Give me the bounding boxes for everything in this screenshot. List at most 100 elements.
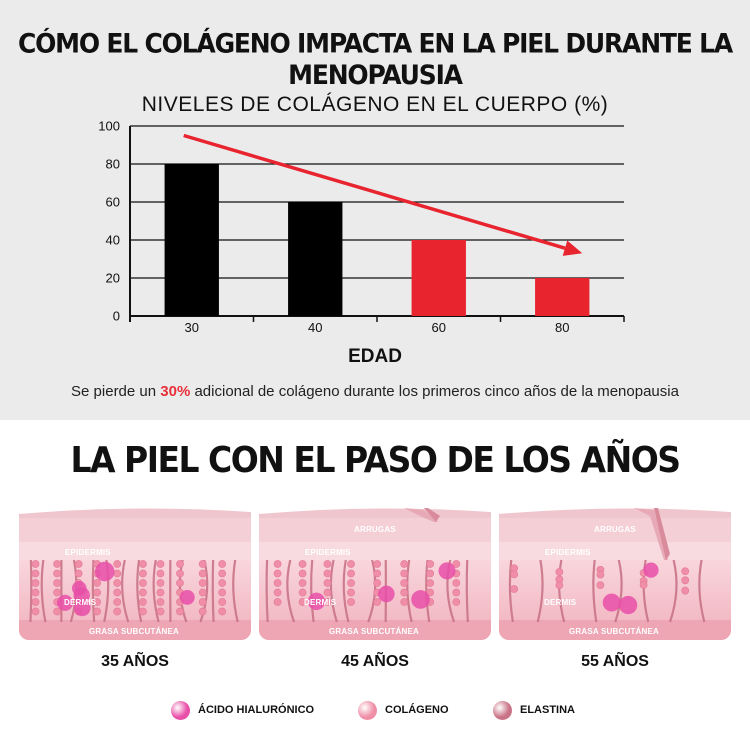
- trend-arrow-head: [562, 240, 583, 256]
- hyaluronic-bubble: [411, 590, 430, 609]
- collagen-dot: [373, 598, 382, 606]
- fat-layer: [499, 620, 731, 640]
- collagen-dot: [323, 560, 332, 568]
- note-text-after: adicional de colágeno durante los primer…: [190, 383, 679, 400]
- legend-label: ÁCIDO HIALURÓNICO: [198, 704, 315, 716]
- skin-panel-55: ARRUGAS EPIDERMIS DERMIS GRASA SUBCUTÁNE…: [499, 500, 731, 640]
- note-text-before: Se pierde un: [71, 383, 161, 400]
- collagen-dot: [74, 560, 83, 568]
- collagen-dot: [373, 569, 382, 578]
- x-tick-label: 60: [432, 320, 446, 335]
- collagen-dot: [198, 579, 207, 587]
- x-axis-label: EDAD: [348, 346, 402, 367]
- dermis-label: DERMIS: [304, 598, 337, 607]
- collagen-dot: [596, 570, 605, 579]
- x-tick-label: 80: [555, 320, 569, 335]
- fat-layer: [19, 620, 251, 640]
- collagen-dot: [347, 588, 355, 597]
- collagen-dot: [113, 607, 122, 616]
- elastin-fiber: [329, 559, 338, 623]
- collagen-dot-icon: [358, 700, 377, 720]
- collagen-dot: [347, 579, 355, 587]
- collagen-dot: [510, 570, 519, 579]
- skin-illustration-55: [499, 500, 731, 640]
- elastin-fiber: [40, 559, 47, 623]
- collagen-dot: [596, 581, 605, 590]
- epidermis-label: EPIDERMIS: [65, 548, 111, 557]
- collagen-dot: [298, 569, 307, 578]
- trend-arrow-line: [183, 133, 566, 250]
- collagen-dot: [53, 588, 62, 597]
- collagen-dot: [400, 598, 409, 606]
- collagen-dot: [323, 569, 332, 578]
- elastin-fiber: [614, 559, 623, 623]
- collagen-dot: [198, 607, 207, 616]
- skin-panel-35: EPIDERMIS DERMIS GRASA SUBCUTÁNEA: [19, 500, 251, 640]
- epidermis-label: EPIDERMIS: [305, 548, 351, 557]
- epidermis-layer: [259, 542, 491, 560]
- collagen-dot: [298, 579, 307, 587]
- collagen-dot: [639, 581, 648, 589]
- collagen-dot: [139, 579, 147, 587]
- skin-illustration-35: [19, 500, 251, 640]
- dermis-label: DERMIS: [64, 598, 97, 607]
- collagen-dot: [298, 560, 307, 568]
- collagen-dot: [323, 579, 332, 587]
- collagen-dot: [218, 569, 227, 578]
- collagen-dot: [298, 598, 307, 606]
- collagen-dot: [373, 579, 382, 587]
- chart-title: NIVELES DE COLÁGENO EN EL CUERPO (%): [141, 93, 609, 116]
- stratum-layer: [259, 518, 491, 542]
- collagen-dot: [347, 560, 355, 568]
- collagen-dot: [139, 560, 147, 568]
- wrinkle-fold: [634, 508, 668, 560]
- elastin-fiber: [536, 559, 544, 623]
- elastin-fiber: [121, 559, 130, 623]
- collagen-loss-note: Se pierde un 30% adicional de colágeno d…: [0, 383, 750, 400]
- collagen-dot: [31, 579, 40, 587]
- y-tick-label: 0: [113, 309, 120, 324]
- collagen-dot: [156, 579, 165, 587]
- collagen-dot: [218, 598, 227, 606]
- collagen-dot: [156, 560, 165, 568]
- age-label-55: 55 AÑOS: [581, 653, 649, 670]
- collagen-dot: [452, 598, 461, 606]
- collagen-dot: [156, 588, 165, 597]
- x-tick-label: 30: [185, 320, 199, 335]
- elastin-fiber: [465, 559, 469, 623]
- collagen-dot: [273, 569, 282, 578]
- collagen-dot: [176, 560, 184, 568]
- collagen-dot: [176, 569, 184, 578]
- collagen-dot: [218, 560, 227, 568]
- collagen-dot: [176, 579, 184, 587]
- collagen-dot: [31, 588, 40, 597]
- legend-label: COLÁGENO: [385, 704, 449, 716]
- fat-label: GRASA SUBCUTÁNEA: [569, 627, 660, 636]
- collagen-dot: [31, 598, 40, 606]
- collagen-dot: [198, 569, 207, 578]
- hyaluronic-bubble: [378, 585, 395, 603]
- collagen-dot: [53, 569, 62, 578]
- collagen-dot: [53, 579, 62, 587]
- collagen-dot: [31, 560, 40, 568]
- collagen-dot: [156, 598, 165, 606]
- collagen-dot: [74, 569, 83, 578]
- collagen-dot: [273, 560, 282, 568]
- fat-label: GRASA SUBCUTÁNEA: [89, 627, 180, 636]
- section-title: LA PIEL CON EL PASO DE LOS AÑOS: [70, 438, 681, 481]
- elastin-fiber: [265, 559, 269, 623]
- collagen-dot: [452, 588, 461, 597]
- collagen-dot: [113, 579, 122, 587]
- epidermis-layer: [499, 542, 731, 560]
- collagen-dot: [426, 560, 435, 568]
- elastin-fiber: [668, 559, 678, 623]
- collagen-dot: [273, 598, 282, 606]
- collagen-dot: [218, 588, 227, 597]
- wrinkle-fold: [404, 508, 438, 522]
- elastin-fiber: [136, 559, 143, 623]
- collagen-dot: [298, 588, 307, 597]
- bar: [288, 202, 343, 316]
- wrinkles-label: ARRUGAS: [354, 525, 396, 534]
- collagen-dot: [93, 598, 101, 606]
- x-tick-label: 40: [308, 320, 322, 335]
